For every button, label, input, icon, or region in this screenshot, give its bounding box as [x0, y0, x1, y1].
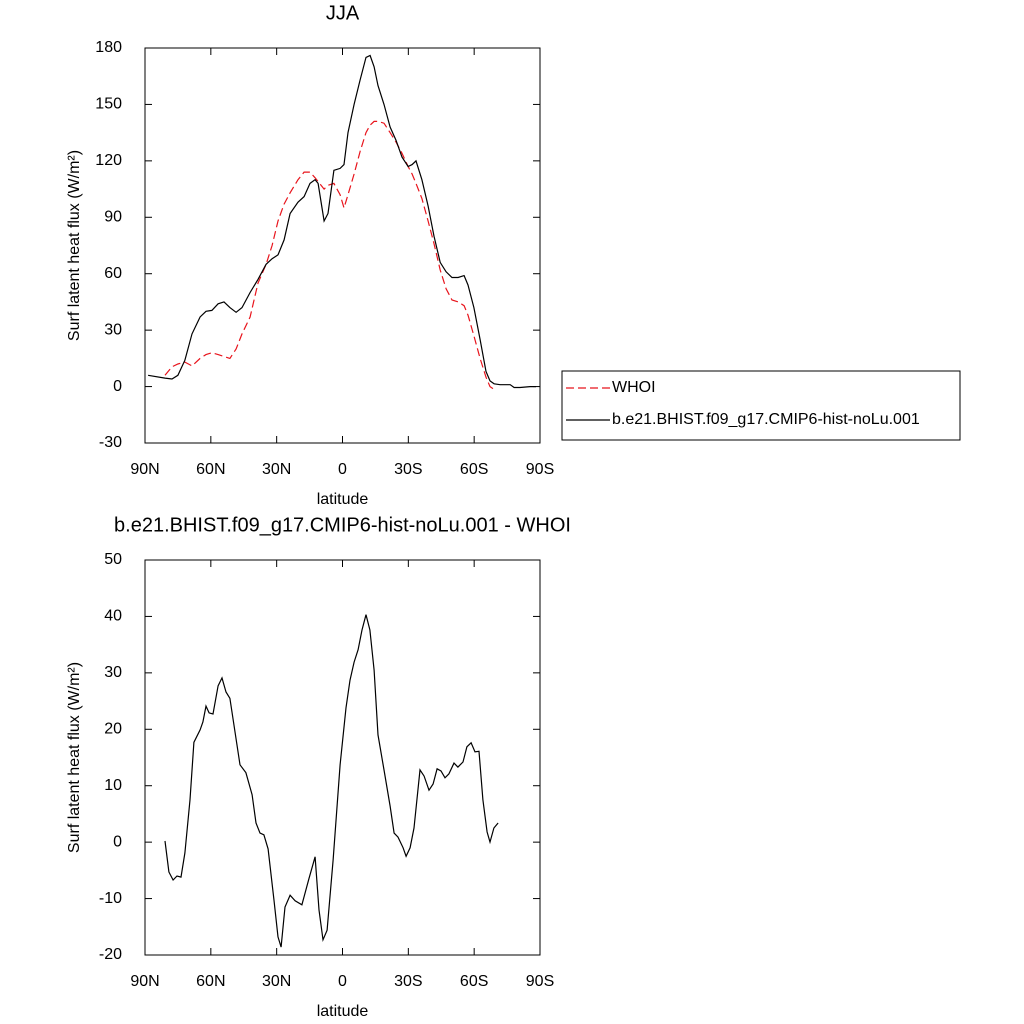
data-line	[164, 120, 495, 390]
x-tick-label: 30N	[262, 461, 291, 478]
y-tick-label: -30	[99, 434, 122, 451]
x-tick-label: 0	[338, 973, 347, 990]
y-tick-label: 30	[104, 321, 122, 338]
x-tick-label: 60N	[196, 973, 225, 990]
x-tick-label: 30S	[394, 973, 422, 990]
x-axis-label: latitude	[317, 491, 369, 508]
chart-title: b.e21.BHIST.f09_g17.CMIP6-hist-noLu.001 …	[114, 514, 571, 536]
x-tick-label: 90N	[130, 973, 159, 990]
data-line	[148, 54, 536, 389]
y-tick-label: 90	[104, 209, 122, 226]
y-tick-label: 0	[113, 378, 122, 395]
y-tick-label: 180	[95, 39, 122, 56]
plot: b.e21.BHIST.f09_g17.CMIP6-hist-noLu.001 …	[66, 514, 571, 1020]
y-tick-label: -10	[99, 890, 122, 907]
y-tick-label: 120	[95, 152, 122, 169]
y-tick-label: 60	[104, 265, 122, 282]
y-tick-label: 0	[113, 833, 122, 850]
plot-frame	[144, 559, 541, 956]
x-tick-label: 90N	[130, 461, 159, 478]
y-tick-label: 30	[104, 664, 122, 681]
legend-box	[561, 370, 961, 441]
data-line	[164, 614, 499, 948]
y-tick-label: -20	[99, 946, 122, 963]
x-tick-label: 60S	[460, 461, 488, 478]
x-tick-label: 90S	[526, 461, 554, 478]
plot-frame	[144, 47, 541, 444]
x-tick-label: 30S	[394, 461, 422, 478]
x-tick-label: 90S	[526, 973, 554, 990]
x-tick-label: 60N	[196, 461, 225, 478]
y-tick-label: 20	[104, 721, 122, 738]
x-tick-label: 60S	[460, 973, 488, 990]
x-tick-label: 0	[338, 461, 347, 478]
x-axis-label: latitude	[317, 1003, 369, 1020]
x-tick-label: 30N	[262, 973, 291, 990]
legend-label: b.e21.BHIST.f09_g17.CMIP6-hist-noLu.001	[612, 411, 920, 428]
plot: JJA latitude Surf latent heat flux (W/m²) 9…	[66, 2, 961, 508]
legend-label: WHOI	[612, 379, 656, 396]
y-tick-label: 150	[95, 96, 122, 113]
y-tick-label: 50	[104, 551, 122, 568]
chart-title: JJA	[326, 2, 360, 24]
y-axis-label: Surf latent heat flux (W/m²)	[66, 662, 83, 853]
y-tick-label: 10	[104, 777, 122, 794]
y-tick-label: 40	[104, 608, 122, 625]
y-axis-label: Surf latent heat flux (W/m²)	[66, 150, 83, 341]
